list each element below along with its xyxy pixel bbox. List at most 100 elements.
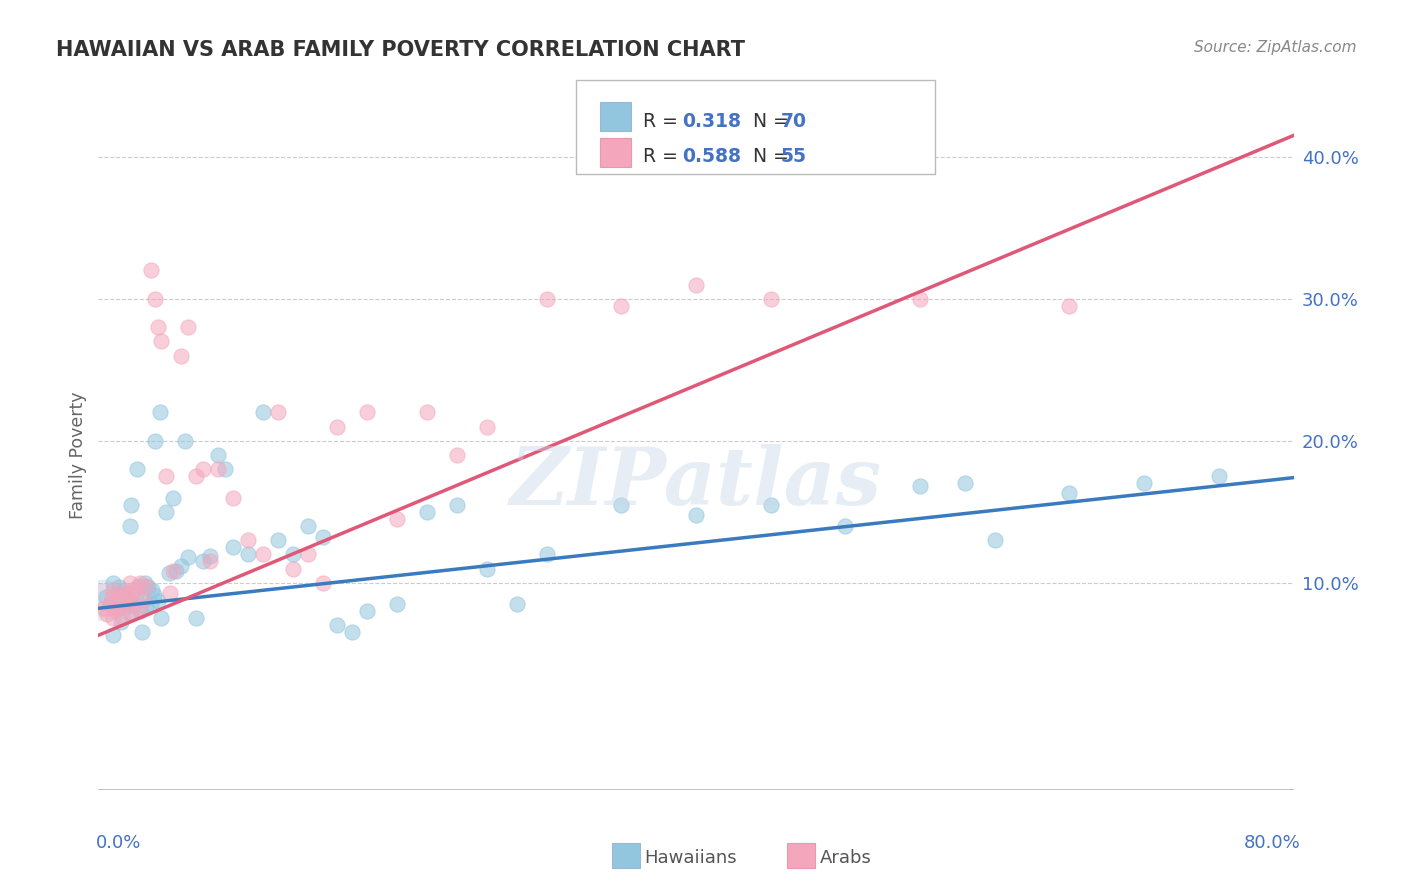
Point [685,508,707,522]
Point [120,606,142,620]
Point [610,299,633,313]
Point [252,547,274,561]
Point [108,599,131,614]
Point [475,561,498,575]
Point [105,601,128,615]
Point [103,582,125,597]
Point [103,575,125,590]
Point [222,491,245,505]
Point [117,596,139,610]
Point [157,566,180,580]
Point [110,587,132,601]
Point [129,604,152,618]
Point [184,611,207,625]
Point [143,292,166,306]
Point [135,599,157,614]
Point [267,405,290,419]
Point [121,584,143,599]
Point [267,533,290,548]
Point [134,575,156,590]
Point [115,585,138,599]
Point [165,565,187,579]
Point [536,292,558,306]
Point [1059,299,1081,313]
Point [162,491,184,505]
Point [132,592,155,607]
Point [139,597,162,611]
Point [162,565,184,579]
Point [385,512,409,526]
Point [114,599,136,614]
Point [416,405,439,419]
Point [184,469,207,483]
Point [506,597,529,611]
Point [98,597,122,611]
Point [155,469,177,483]
Point [125,589,148,603]
Point [356,604,378,618]
Point [121,599,143,613]
Point [141,582,163,597]
Point [207,448,229,462]
Point [446,498,468,512]
Point [103,628,125,642]
Point [93,601,115,615]
Point [149,405,172,419]
Point [200,554,222,568]
Point [111,609,134,624]
Point [685,277,707,292]
Point [475,419,498,434]
Point [148,594,170,608]
Point [136,580,159,594]
Point [118,575,141,590]
Point [214,462,236,476]
Point [169,349,191,363]
Point [200,549,222,563]
Point [129,575,152,590]
Point [114,590,136,604]
Point [326,419,349,434]
Point [135,578,157,592]
Point [908,292,931,306]
Point [385,597,409,611]
Text: Source: ZipAtlas.com: Source: ZipAtlas.com [1194,40,1357,55]
Point [191,462,214,476]
Point [252,405,274,419]
Point [150,334,173,349]
Point [98,597,122,611]
Point [124,597,146,611]
Point [120,607,142,621]
Point [101,590,124,604]
Point [91,592,114,607]
Text: R =: R = [643,112,683,131]
Point [142,589,165,603]
Point [834,519,856,533]
Point [326,618,349,632]
Point [908,479,931,493]
Point [108,580,131,594]
Point [125,582,148,596]
Point [110,592,132,607]
Point [236,547,259,561]
Point [148,320,170,334]
Point [1133,476,1156,491]
Point [159,585,181,599]
Point [103,611,125,625]
Text: 80.0%: 80.0% [1244,834,1301,852]
Point [356,405,378,419]
Point [91,592,114,607]
Text: 0.588: 0.588 [682,147,741,166]
Point [984,533,1007,548]
Point [120,498,142,512]
Point [416,505,439,519]
Text: ZIPatlas: ZIPatlas [510,444,882,522]
Text: 0.318: 0.318 [682,112,741,131]
Text: 55: 55 [780,147,806,166]
Point [297,519,319,533]
Point [105,604,128,618]
Point [207,462,229,476]
Text: HAWAIIAN VS ARAB FAMILY POVERTY CORRELATION CHART: HAWAIIAN VS ARAB FAMILY POVERTY CORRELAT… [56,40,745,60]
Point [128,601,150,615]
Point [112,582,135,597]
Text: 70: 70 [780,112,806,131]
